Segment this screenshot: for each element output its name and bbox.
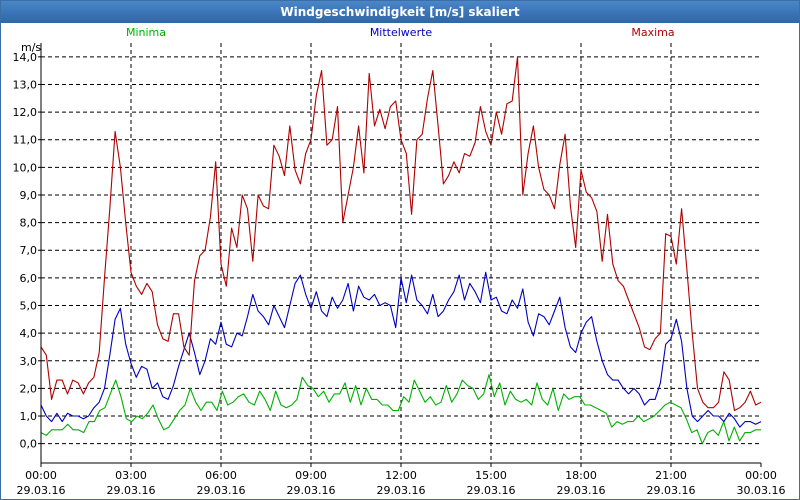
x-tick-time: 12:00 [385, 469, 417, 482]
y-tick-label: 13,0 [13, 78, 38, 91]
series-layer [40, 56, 762, 445]
x-tick-date: 29.03.16 [467, 484, 516, 497]
x-tick-time: 06:00 [205, 469, 237, 482]
y-axis-label: m/s [21, 41, 41, 54]
y-tick-label: 9,0 [20, 189, 38, 202]
y-tick-label: 14,0 [13, 51, 38, 64]
legend-entry-mittelwerte: Mittelwerte [370, 26, 433, 39]
y-tick-label: 12,0 [13, 106, 38, 119]
x-tick-time: 00:00 [25, 469, 57, 482]
y-tick-label: 7,0 [20, 244, 38, 257]
x-tick-date: 29.03.16 [287, 484, 336, 497]
chart-canvas: m/s 0,0 1,0 2,0 3,0 4,0 5,0 6,0 7,0 8,0 9,0 10,0 11… [13, 26, 786, 497]
x-tick-date: 29.03.16 [647, 484, 696, 497]
y-tick-label: 8,0 [20, 217, 38, 230]
y-tick-label: 1,0 [20, 410, 38, 423]
y-tick-label: 0,0 [20, 438, 38, 451]
x-tick-date: 29.03.16 [557, 484, 606, 497]
window-title: Windgeschwindigkeit [m/s] skaliert [1, 1, 799, 23]
y-tick-label: 6,0 [20, 272, 38, 285]
x-tick-date: 30.03.16 [737, 484, 786, 497]
x-tick-date: 29.03.16 [377, 484, 426, 497]
y-tick-label: 5,0 [20, 300, 38, 313]
x-tick-time: 09:00 [295, 469, 327, 482]
y-tick-label: 2,0 [20, 382, 38, 395]
x-tick-date: 29.03.16 [197, 484, 246, 497]
x-tick-time: 15:00 [475, 469, 507, 482]
series-line-minima [40, 374, 761, 445]
y-tick-label: 11,0 [13, 134, 38, 147]
x-tick-time: 00:00 [745, 469, 777, 482]
chart-axes [40, 43, 761, 464]
x-tick-time: 18:00 [565, 469, 597, 482]
legend: Minima Mittelwerte Maxima [126, 26, 675, 39]
legend-entry-maxima: Maxima [631, 26, 674, 39]
series-line-mittelwerte [40, 271, 762, 428]
legend-entry-minima: Minima [126, 26, 166, 39]
x-tick-date: 29.03.16 [17, 484, 66, 497]
x-tick-time: 03:00 [115, 469, 147, 482]
x-tick-date: 29.03.16 [107, 484, 156, 497]
chart-labels: m/s 0,0 1,0 2,0 3,0 4,0 5,0 6,0 7,0 8,0 9,0 10,0 11… [13, 41, 786, 497]
series-line-maxima [40, 56, 762, 412]
x-tick-time: 21:00 [655, 469, 687, 482]
y-tick-label: 4,0 [20, 327, 38, 340]
chart-grid [38, 43, 762, 467]
y-tick-label: 3,0 [20, 355, 38, 368]
y-tick-label: 10,0 [13, 161, 38, 174]
